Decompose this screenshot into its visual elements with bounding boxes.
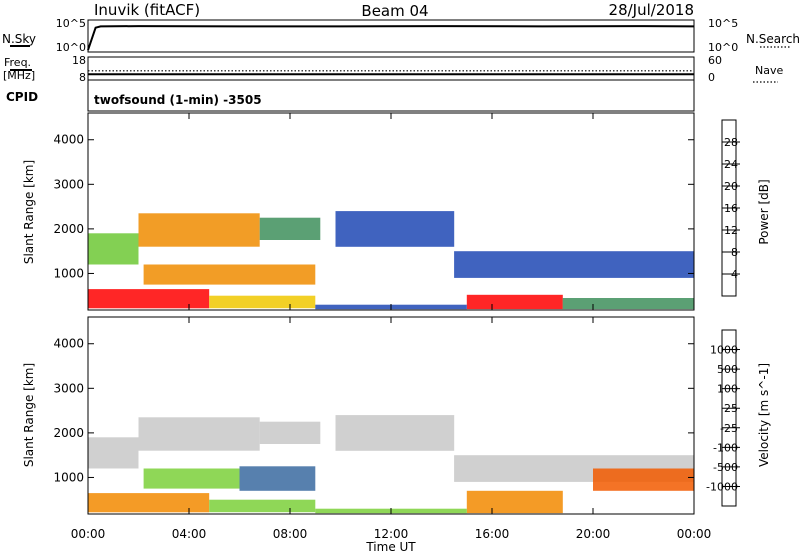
- power-heatmap: [88, 211, 694, 310]
- colorbar-tick-label: 1000: [710, 344, 738, 357]
- velocity-colorbar-label: Velocity [m s^-1]: [757, 363, 771, 467]
- nsky-label: N.Sky: [2, 32, 36, 46]
- nsearch-label: N.Search: [746, 32, 800, 46]
- echo-patch: [209, 499, 316, 513]
- power-colorbar-label: Power [dB]: [757, 179, 771, 244]
- y-tick-label: 2000: [53, 222, 84, 236]
- echo-patch: [88, 437, 139, 469]
- y-tick-label: 3000: [53, 381, 84, 395]
- beam-title: Beam 04: [361, 2, 428, 20]
- nsky-tick-top: 10^5: [56, 17, 86, 30]
- y-tick-label: 4000: [53, 133, 84, 147]
- y-tick-label: 1000: [53, 266, 84, 280]
- velocity-ylabel: Slant Range [km]: [22, 363, 36, 467]
- echo-patch: [138, 213, 260, 247]
- date-title: 28/Jul/2018: [609, 1, 694, 19]
- echo-patch: [335, 211, 455, 247]
- power-colorbar: 4 8 12 16 20 24 28: [721, 119, 740, 297]
- echo-patch: [335, 415, 455, 451]
- time-axis-label: Time UT: [365, 540, 416, 554]
- nsearch-tick-top: 10^5: [708, 17, 738, 30]
- nave-tick-top: 60: [708, 54, 722, 67]
- freq-tick-top: 18: [72, 54, 86, 67]
- freq-panel-frame: [87, 56, 695, 81]
- colorbar-tick-label: -1000: [706, 480, 738, 493]
- nsky-panel-frame: [87, 19, 695, 53]
- velocity-colorbar: 1000 500 100 25 -25 -100 -500 -1000: [706, 329, 740, 507]
- colorbar-tick-label: 100: [717, 383, 738, 396]
- power-axis: 1000 2000 3000 4000: [53, 113, 695, 310]
- colorbar-tick-label: 24: [724, 158, 738, 171]
- echo-patch: [562, 298, 694, 310]
- colorbar-tick-label: -100: [713, 441, 738, 454]
- echo-patch: [88, 233, 139, 265]
- time-axis: 00:00 04:00 08:00 12:00 16:00 20:00 00:00: [71, 527, 712, 541]
- echo-patch: [88, 493, 210, 513]
- y-tick-label: 2000: [53, 426, 84, 440]
- echo-patch: [466, 490, 563, 514]
- freq-label: Freq.: [4, 56, 31, 69]
- echo-patch: [259, 421, 321, 444]
- nave-tick-bottom: 0: [708, 71, 715, 84]
- cpid-label: CPID: [6, 90, 38, 104]
- time-tick-label: 12:00: [374, 527, 409, 541]
- colorbar-tick-label: 12: [724, 224, 738, 237]
- cpid-panel-frame: [87, 79, 695, 112]
- station-title: Inuvik (fitACF): [94, 1, 200, 19]
- echo-patch: [209, 295, 316, 309]
- colorbar-tick-label: 28: [724, 136, 738, 149]
- nsky-tick-bottom: 10^0: [56, 41, 86, 54]
- time-tick-label: 00:00: [71, 527, 106, 541]
- colorbar-frame: [721, 329, 737, 507]
- y-tick-label: 3000: [53, 177, 84, 191]
- echo-patch: [454, 251, 694, 278]
- echo-patch: [593, 468, 694, 491]
- colorbar-tick-label: 500: [717, 363, 738, 376]
- velocity-heatmap: [88, 415, 694, 514]
- echo-patch: [259, 217, 321, 240]
- freq-tick-bottom: 8: [79, 71, 86, 84]
- echo-patch: [143, 264, 316, 285]
- time-tick-label: 08:00: [273, 527, 308, 541]
- velocity-axis: 1000 2000 3000 4000: [53, 317, 695, 514]
- time-tick-label: 00:00: [677, 527, 712, 541]
- y-tick-label: 4000: [53, 337, 84, 351]
- cpid-text: twofsound (1-min) -3505: [94, 93, 262, 107]
- nsearch-tick-bottom: 10^0: [708, 41, 738, 54]
- echo-patch: [466, 294, 563, 310]
- nsky-series: [87, 25, 695, 51]
- time-tick-label: 20:00: [576, 527, 611, 541]
- echo-patch: [138, 417, 260, 451]
- time-tick-label: 04:00: [172, 527, 207, 541]
- colorbar-tick-label: 20: [724, 180, 738, 193]
- echo-patch: [88, 289, 210, 309]
- freq-unit: [MHz]: [3, 69, 35, 82]
- nave-label: Nave: [755, 64, 783, 77]
- time-tick-label: 16:00: [475, 527, 510, 541]
- colorbar-tick-label: 8: [731, 246, 738, 259]
- y-tick-label: 1000: [53, 470, 84, 484]
- colorbar-tick-label: 4: [731, 268, 738, 281]
- colorbar-tick-label: 25: [724, 402, 738, 415]
- colorbar-tick-label: -25: [720, 422, 738, 435]
- echo-patch: [239, 466, 316, 491]
- colorbar-tick-label: -500: [713, 461, 738, 474]
- echo-patch: [143, 468, 240, 489]
- power-ylabel: Slant Range [km]: [22, 160, 36, 264]
- colorbar-tick-label: 16: [724, 202, 738, 215]
